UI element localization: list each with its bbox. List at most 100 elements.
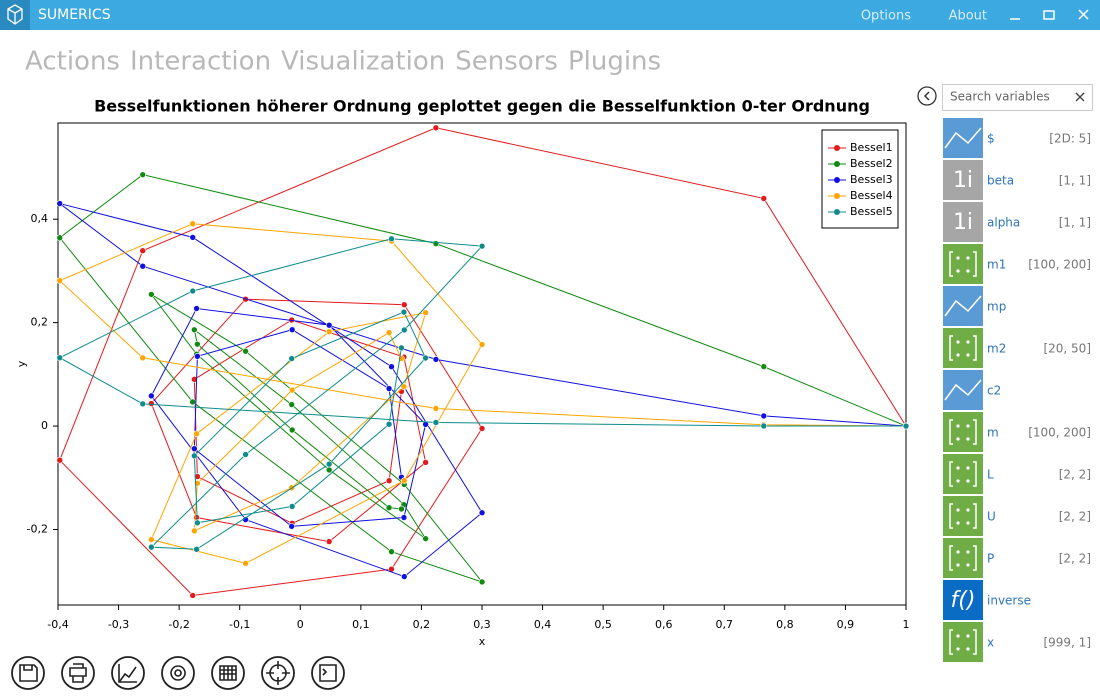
data-point: [56, 200, 64, 207]
variable-icon[interactable]: [943, 160, 983, 200]
matrix-dot: [966, 479, 970, 483]
data-point: [385, 477, 393, 485]
menu-about[interactable]: About: [949, 9, 987, 24]
matrix-glyph: [949, 461, 977, 487]
data-point: [56, 354, 64, 362]
data-point: [422, 535, 429, 542]
data-point: [422, 309, 429, 316]
search-clear[interactable]: [1075, 92, 1085, 102]
variable-name[interactable]: m2: [987, 342, 1006, 356]
data-point: [194, 352, 201, 360]
tab[interactable]: Interaction: [130, 47, 271, 77]
legend-label: Bessel1: [850, 141, 893, 154]
data-point: [325, 466, 333, 474]
toolbar: [11, 656, 345, 690]
legend-marker: [834, 193, 840, 199]
data-point: [385, 420, 393, 428]
toolbar-button[interactable]: [111, 656, 145, 690]
data-point: [478, 509, 486, 517]
toolbar-glyph: [319, 664, 337, 682]
data-point: [288, 523, 295, 530]
matrix-glyph: [949, 545, 977, 571]
variable-name[interactable]: mp: [987, 300, 1006, 314]
matrix-dot: [956, 466, 960, 470]
matrix-dot: [966, 508, 970, 512]
collapse-arrow: [923, 91, 930, 101]
variable-icon[interactable]: [943, 538, 983, 578]
x-tick-label: -0,3: [108, 618, 129, 631]
data-point: [400, 573, 408, 580]
variable-icon[interactable]: [943, 328, 983, 368]
variable-name[interactable]: m: [987, 426, 999, 440]
variable-name[interactable]: $: [987, 132, 995, 146]
data-point: [432, 124, 440, 132]
matrix-glyph: [949, 419, 977, 445]
variable-icon[interactable]: [943, 454, 983, 494]
toolbar-button[interactable]: [311, 656, 345, 690]
variable-icon[interactable]: [943, 202, 983, 242]
x-tick-label: 0: [297, 618, 304, 631]
variable-size: [100, 200]: [1028, 258, 1091, 272]
maximize-button[interactable]: [1043, 10, 1055, 20]
variable-name[interactable]: P: [987, 552, 994, 566]
tab[interactable]: Plugins: [568, 47, 661, 77]
variable-size: [2, 2]: [1059, 510, 1091, 524]
variable-name[interactable]: U: [987, 510, 996, 524]
variable-icon[interactable]: [943, 496, 983, 536]
toolbar-button[interactable]: [161, 656, 195, 690]
legend-label: Bessel2: [850, 157, 893, 170]
data-point: [432, 405, 440, 412]
variable-name[interactable]: c2: [987, 384, 1001, 398]
tab[interactable]: Visualization: [281, 47, 445, 77]
matrix-dot: [956, 521, 960, 525]
menu-options[interactable]: Options: [861, 9, 911, 24]
variable-name[interactable]: inverse: [987, 594, 1031, 608]
legend-marker: [834, 145, 840, 151]
variable-panel: Search variables $ [2D: 5] 1i beta [1, 1] 1i a…: [917, 84, 1093, 662]
data-point: [398, 344, 405, 352]
data-point: [398, 505, 405, 513]
data-point: [400, 301, 408, 309]
variable-icon-text: 1i: [953, 210, 973, 235]
matrix-glyph: [949, 251, 977, 277]
variable-icon[interactable]: [943, 244, 983, 284]
matrix-dot: [956, 550, 960, 554]
toolbar-button[interactable]: [11, 656, 45, 690]
tab[interactable]: Sensors: [455, 47, 558, 77]
tab[interactable]: Actions: [25, 47, 120, 77]
matrix-dot: [956, 424, 960, 428]
variable-icon[interactable]: [943, 412, 983, 452]
variable-name[interactable]: m1: [987, 258, 1006, 272]
variable-name[interactable]: L: [987, 468, 994, 482]
matrix-glyph: [949, 503, 977, 529]
matrix-dot: [966, 466, 970, 470]
x-tick-label: 0,1: [352, 618, 370, 631]
chart-title: Besselfunktionen höherer Ordnung geplott…: [94, 97, 870, 116]
x-tick-label: 0,2: [413, 618, 431, 631]
matrix-dot: [966, 340, 970, 344]
data-point: [325, 538, 333, 545]
variable-icon-text: f(): [951, 588, 976, 613]
toolbar-button[interactable]: [61, 656, 95, 690]
matrix-dot: [956, 353, 960, 357]
data-point: [760, 363, 768, 370]
data-point: [400, 514, 408, 521]
close-button[interactable]: [1078, 9, 1089, 20]
collapse-button[interactable]: [917, 86, 937, 106]
data-point: [422, 354, 429, 362]
data-point: [400, 308, 408, 316]
variable-name[interactable]: alpha: [987, 216, 1020, 230]
variable-icon-text: 1i: [953, 168, 973, 193]
matrix-dot: [956, 269, 960, 273]
search-box[interactable]: [942, 84, 1093, 111]
data-point: [139, 262, 147, 270]
variable-name[interactable]: beta: [987, 174, 1014, 188]
data-point: [193, 546, 200, 553]
variable-icon[interactable]: [943, 622, 983, 662]
variable-icon[interactable]: [943, 580, 983, 620]
y-tick-label: 0,4: [31, 212, 49, 225]
data-point: [56, 456, 64, 464]
variable-name[interactable]: x: [987, 636, 994, 650]
toolbar-button[interactable]: [261, 656, 295, 690]
x-tick-label: -0,4: [47, 618, 68, 631]
